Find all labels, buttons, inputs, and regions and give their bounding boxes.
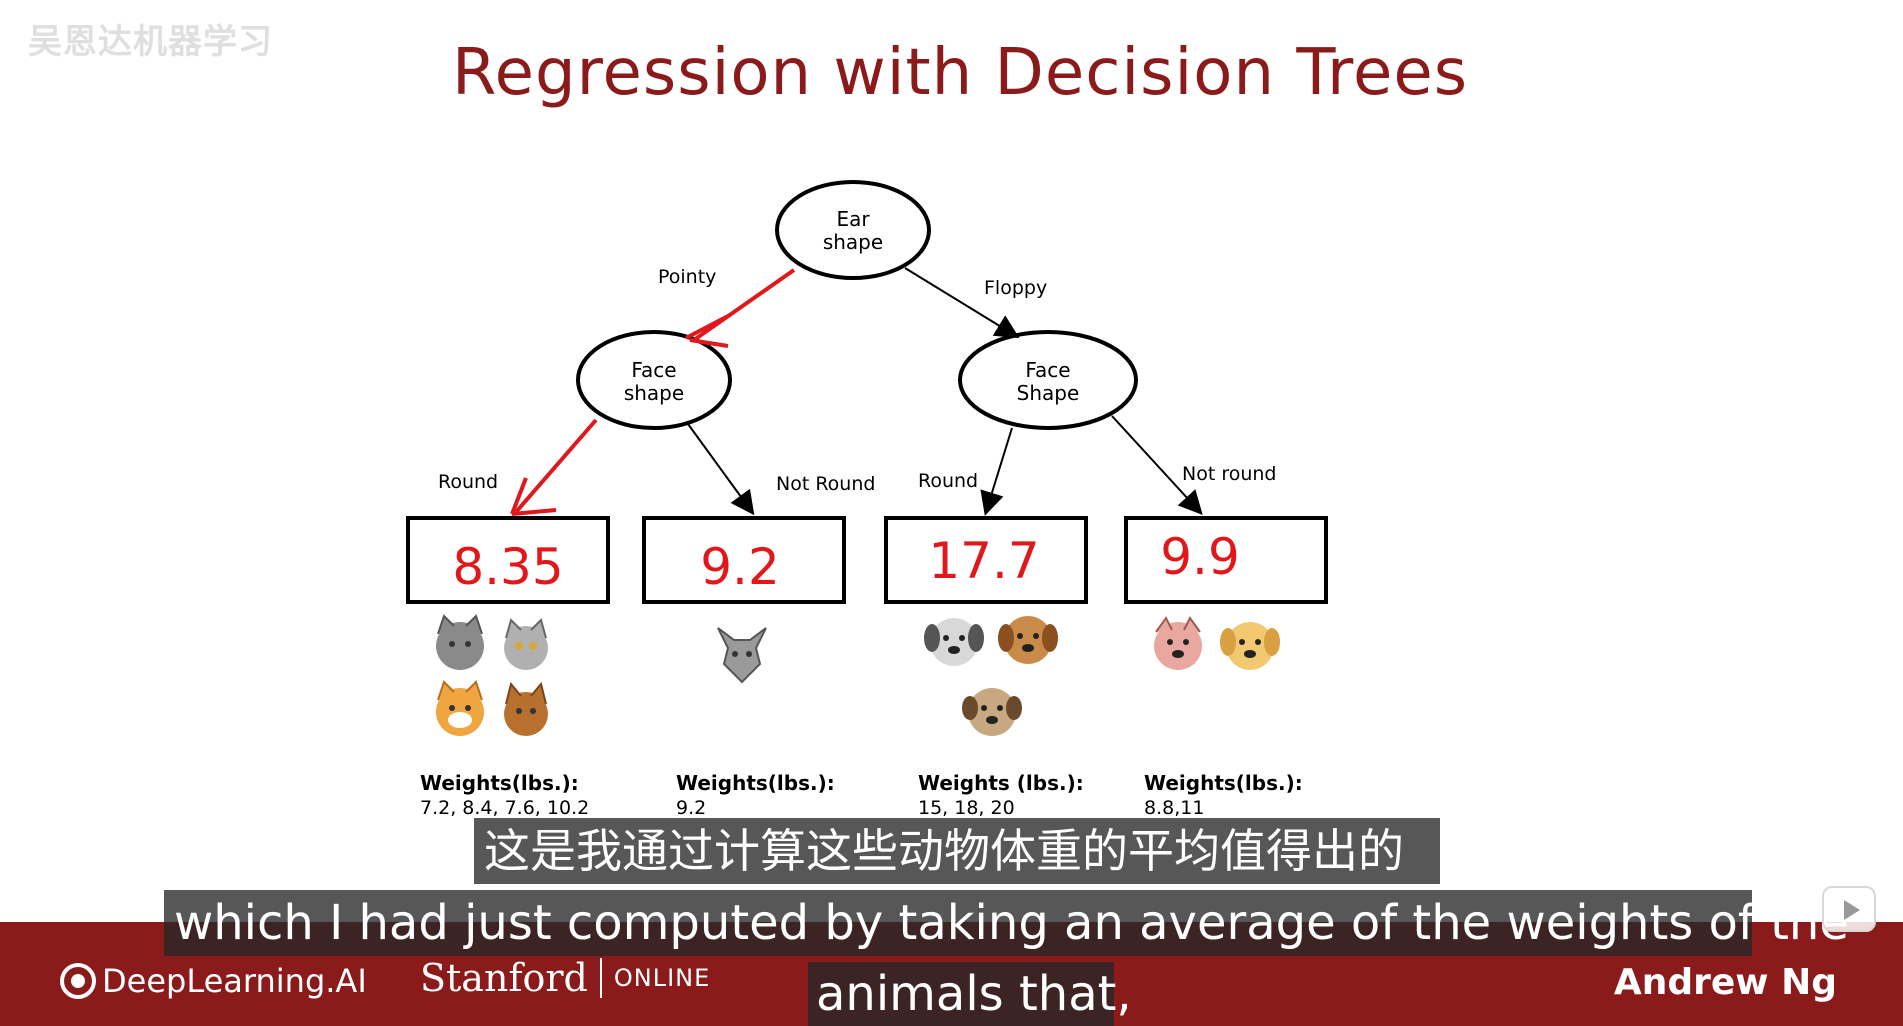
edge-floppy — [904, 267, 1020, 339]
weights-label-1: Weights(lbs.): 7.2, 8.4, 7.6, 10.2 — [420, 771, 589, 819]
root-node-label-1: Ear — [836, 207, 870, 231]
highlight-path-pointy — [685, 268, 796, 348]
weights-values: 7.2, 8.4, 7.6, 10.2 — [420, 797, 589, 819]
cat-icon — [504, 681, 548, 736]
deeplearning-logo-icon — [60, 963, 96, 999]
subtitle-english-line-2: animals that, — [808, 962, 1132, 1026]
deeplearning-text: DeepLearning.AI — [102, 962, 367, 1000]
leaf-box-4: 9.9 — [1124, 516, 1328, 604]
leaf-value: 9.2 — [700, 538, 780, 596]
root-node-label-2: shape — [823, 230, 883, 254]
right-node-label-1: Face — [1025, 358, 1070, 382]
dog-icons-group — [924, 616, 1280, 736]
cat-icon — [436, 614, 484, 670]
weights-values: 9.2 — [676, 797, 706, 819]
edge-label-floppy: Floppy — [984, 277, 1047, 299]
left-node-label-1: Face — [631, 358, 676, 382]
edge-left-not-round — [687, 423, 755, 516]
stanford-text: Stanford — [420, 956, 588, 1000]
wolf-icon — [717, 627, 767, 684]
weights-label-4: Weights(lbs.): 8.8,11 — [1144, 771, 1303, 819]
edge-label-right-not-round: Not round — [1182, 463, 1277, 485]
weights-heading: Weights (lbs.): — [918, 771, 1084, 795]
subtitle-english-line-1: which I had just computed by taking an a… — [164, 890, 1849, 956]
dog-icon — [962, 688, 1022, 736]
watermark: 吴恩达机器学习 — [28, 22, 273, 62]
edge-right-round — [980, 427, 1013, 516]
leaf-box-3: 17.7 — [884, 516, 1088, 604]
video-play-icon[interactable] — [1822, 886, 1876, 932]
right-face-shape-node: Face Shape — [958, 330, 1138, 430]
stanford-online-logo: Stanford ONLINE — [420, 956, 710, 1000]
dog-icon — [998, 616, 1058, 664]
weights-label-3: Weights (lbs.): 15, 18, 20 — [918, 771, 1084, 819]
cat-icons-group — [436, 614, 548, 736]
leaf-box-2: 9.2 — [642, 516, 846, 604]
edge-label-left-not-round: Not Round — [776, 473, 875, 495]
edge-right-not-round — [1111, 415, 1203, 515]
author-name: Andrew Ng — [1613, 962, 1837, 1003]
cat-icon — [504, 618, 548, 670]
weights-heading: Weights(lbs.): — [676, 771, 835, 795]
leaf-value: 9.9 — [1160, 528, 1240, 586]
root-node: Ear shape — [775, 180, 931, 280]
dog-icon — [1154, 616, 1202, 670]
right-node-label-2: Shape — [1017, 381, 1080, 405]
dog-icon — [924, 618, 984, 666]
left-node-label-2: shape — [624, 381, 684, 405]
edge-label-right-round: Round — [918, 470, 978, 492]
highlight-path-round — [510, 418, 598, 516]
weights-heading: Weights(lbs.): — [1144, 771, 1303, 795]
logo-divider — [599, 958, 602, 998]
subtitle-chinese: 这是我通过计算这些动物体重的平均值得出的 — [474, 818, 1440, 884]
dog-icon — [1220, 622, 1280, 670]
weights-values: 15, 18, 20 — [918, 797, 1015, 819]
weights-label-2: Weights(lbs.): 9.2 — [676, 771, 835, 819]
deeplearning-logo: DeepLearning.AI — [60, 962, 367, 1000]
leaf-value: 8.35 — [452, 538, 563, 596]
slide-title: Regression with Decision Trees — [452, 36, 1469, 110]
left-face-shape-node: Face shape — [576, 330, 732, 430]
weights-values: 8.8,11 — [1144, 797, 1204, 819]
edge-label-pointy: Pointy — [658, 266, 716, 288]
weights-heading: Weights(lbs.): — [420, 771, 579, 795]
cat-icon — [436, 680, 484, 736]
edge-label-left-round: Round — [438, 471, 498, 493]
leaf-box-1: 8.35 — [406, 516, 610, 604]
leaf-value: 17.7 — [928, 532, 1039, 590]
online-text: ONLINE — [613, 964, 711, 992]
